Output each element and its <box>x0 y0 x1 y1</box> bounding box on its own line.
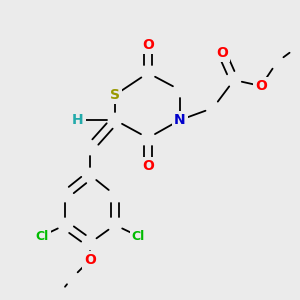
Text: S: S <box>110 88 120 102</box>
Text: Cl: Cl <box>131 230 145 242</box>
Text: O: O <box>84 253 96 267</box>
Text: O: O <box>255 79 267 93</box>
Text: O: O <box>216 46 228 60</box>
Text: O: O <box>142 38 154 52</box>
Text: Cl: Cl <box>35 230 49 242</box>
Text: N: N <box>174 113 186 127</box>
Text: H: H <box>72 113 84 127</box>
Text: O: O <box>142 159 154 173</box>
